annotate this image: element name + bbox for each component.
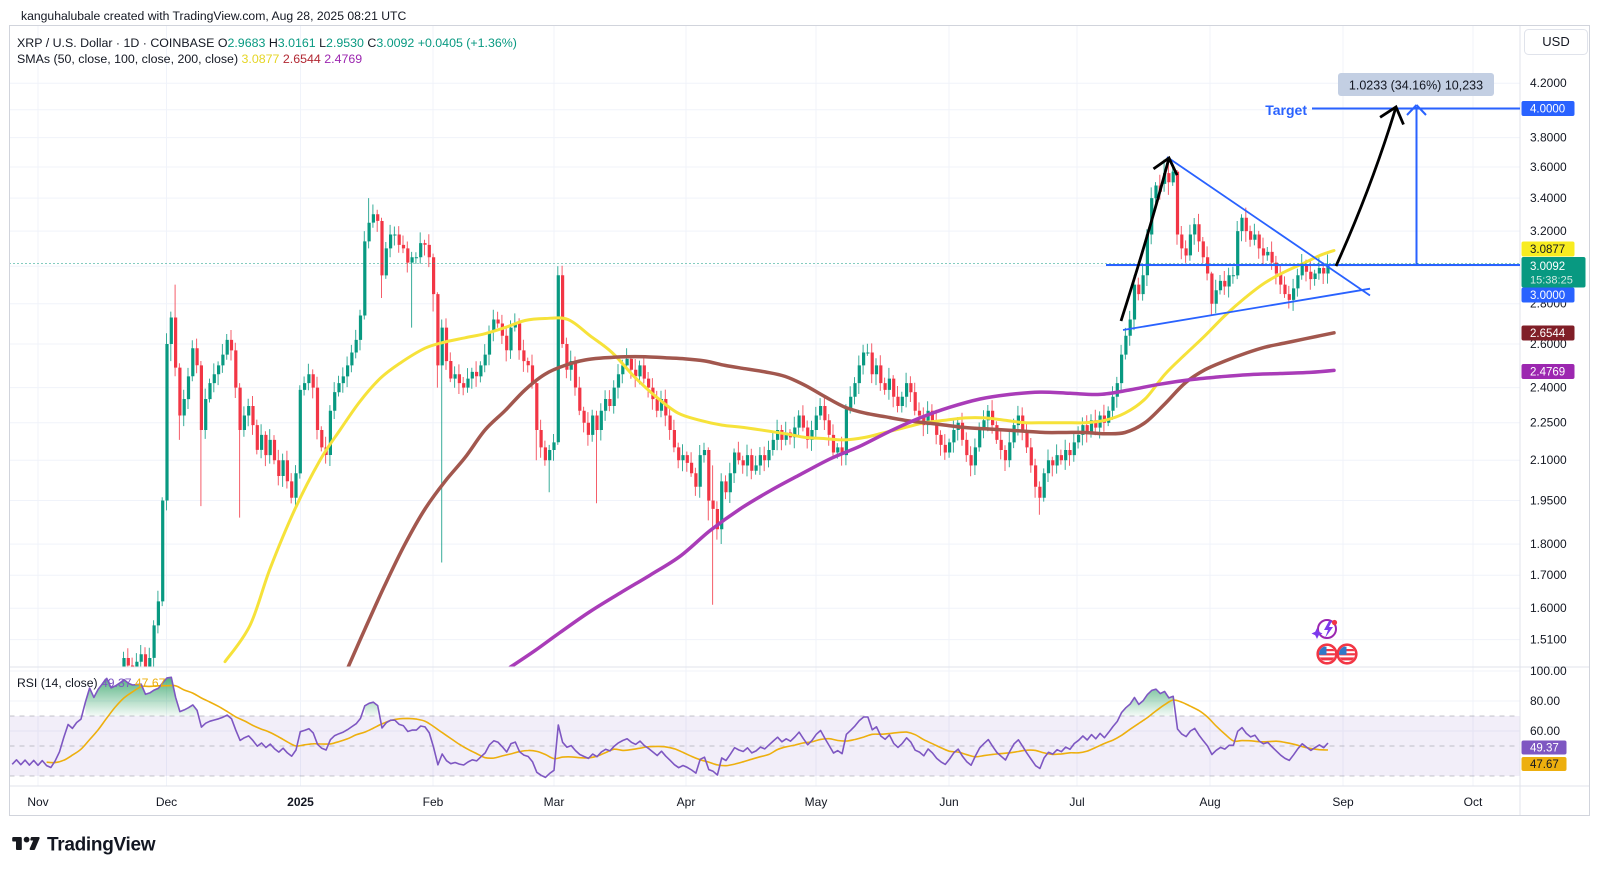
svg-text:2.6544: 2.6544 xyxy=(1530,328,1566,340)
svg-text:XRP / U.S. Dollar · 1D · COINB: XRP / U.S. Dollar · 1D · COINBASE O2.968… xyxy=(17,36,517,50)
svg-text:2.2500: 2.2500 xyxy=(1530,416,1567,430)
svg-text:3.0092: 3.0092 xyxy=(1530,261,1565,273)
svg-text:Apr: Apr xyxy=(677,795,696,809)
svg-text:2.1000: 2.1000 xyxy=(1530,453,1567,467)
svg-text:47.67: 47.67 xyxy=(1530,759,1559,771)
svg-text:Aug: Aug xyxy=(1199,795,1220,809)
svg-text:May: May xyxy=(805,795,828,809)
svg-text:1.0233 (34.16%) 10,233: 1.0233 (34.16%) 10,233 xyxy=(1349,79,1483,93)
svg-text:3.2000: 3.2000 xyxy=(1530,224,1567,238)
svg-text:USD: USD xyxy=(1542,34,1569,49)
svg-text:1.9500: 1.9500 xyxy=(1530,494,1567,508)
svg-text:1.6000: 1.6000 xyxy=(1530,601,1567,615)
svg-text:Mar: Mar xyxy=(544,795,565,809)
svg-text:4.0000: 4.0000 xyxy=(1530,104,1565,116)
svg-text:4.2000: 4.2000 xyxy=(1530,76,1567,90)
svg-text:49.37: 49.37 xyxy=(1530,743,1559,755)
svg-text:1.5100: 1.5100 xyxy=(1530,633,1567,647)
svg-text:60.00: 60.00 xyxy=(1530,724,1560,738)
svg-text:3.8000: 3.8000 xyxy=(1530,131,1567,145)
svg-text:Target: Target xyxy=(1265,102,1307,118)
svg-text:2.4000: 2.4000 xyxy=(1530,381,1567,395)
svg-text:Nov: Nov xyxy=(27,795,48,809)
svg-text:TradingView: TradingView xyxy=(47,835,156,856)
svg-text:SMAs (50, close, 100, close, 2: SMAs (50, close, 100, close, 200, close)… xyxy=(17,52,362,66)
svg-text:Jul: Jul xyxy=(1069,795,1084,809)
svg-text:3.4000: 3.4000 xyxy=(1530,191,1567,205)
svg-text:3.0877: 3.0877 xyxy=(1530,244,1565,256)
svg-text:1.8000: 1.8000 xyxy=(1530,537,1567,551)
svg-text:kanguhalubale created with Tra: kanguhalubale created with TradingView.c… xyxy=(21,9,406,23)
svg-text:Sep: Sep xyxy=(1332,795,1354,809)
svg-text:80.00: 80.00 xyxy=(1530,694,1560,708)
svg-text:2.4769: 2.4769 xyxy=(1530,367,1565,379)
svg-text:Dec: Dec xyxy=(156,795,177,809)
svg-text:Jun: Jun xyxy=(939,795,958,809)
svg-text:Oct: Oct xyxy=(1464,795,1483,809)
svg-text:100.00: 100.00 xyxy=(1530,664,1567,678)
svg-text:2025: 2025 xyxy=(287,795,314,809)
svg-text:3.0000: 3.0000 xyxy=(1530,290,1565,302)
svg-text:1.7000: 1.7000 xyxy=(1530,568,1567,582)
svg-text:3.6000: 3.6000 xyxy=(1530,160,1567,174)
svg-text:15:38:25: 15:38:25 xyxy=(1530,275,1573,287)
svg-text:Feb: Feb xyxy=(423,795,444,809)
svg-text:RSI (14, close) 49.37 47.67: RSI (14, close) 49.37 47.67 xyxy=(17,676,166,690)
